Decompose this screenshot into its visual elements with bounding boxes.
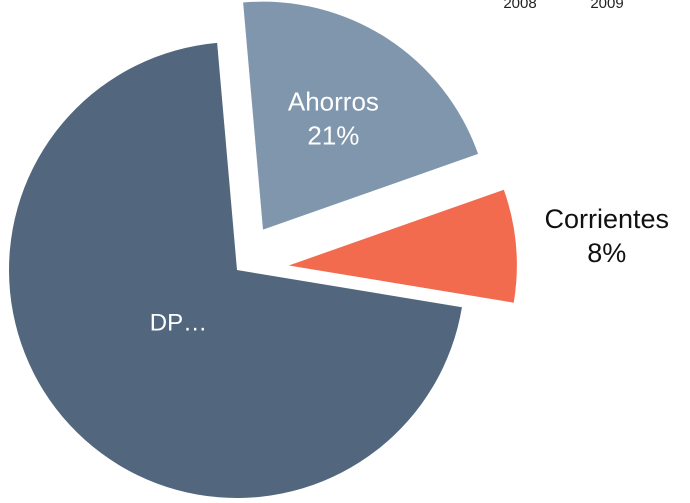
pie-slice <box>8 42 462 498</box>
annotation: 2008 <box>503 0 536 12</box>
slice-label: Corrientes <box>545 204 670 234</box>
annotation: 2009 <box>590 0 623 12</box>
slice-label: DP… <box>150 310 207 337</box>
slice-value-label: 21% <box>307 120 359 150</box>
slice-label: Ahorros <box>288 86 379 116</box>
pie-slice <box>288 189 517 303</box>
pie-slice <box>243 1 479 230</box>
slice-value-label: 8% <box>587 238 626 268</box>
